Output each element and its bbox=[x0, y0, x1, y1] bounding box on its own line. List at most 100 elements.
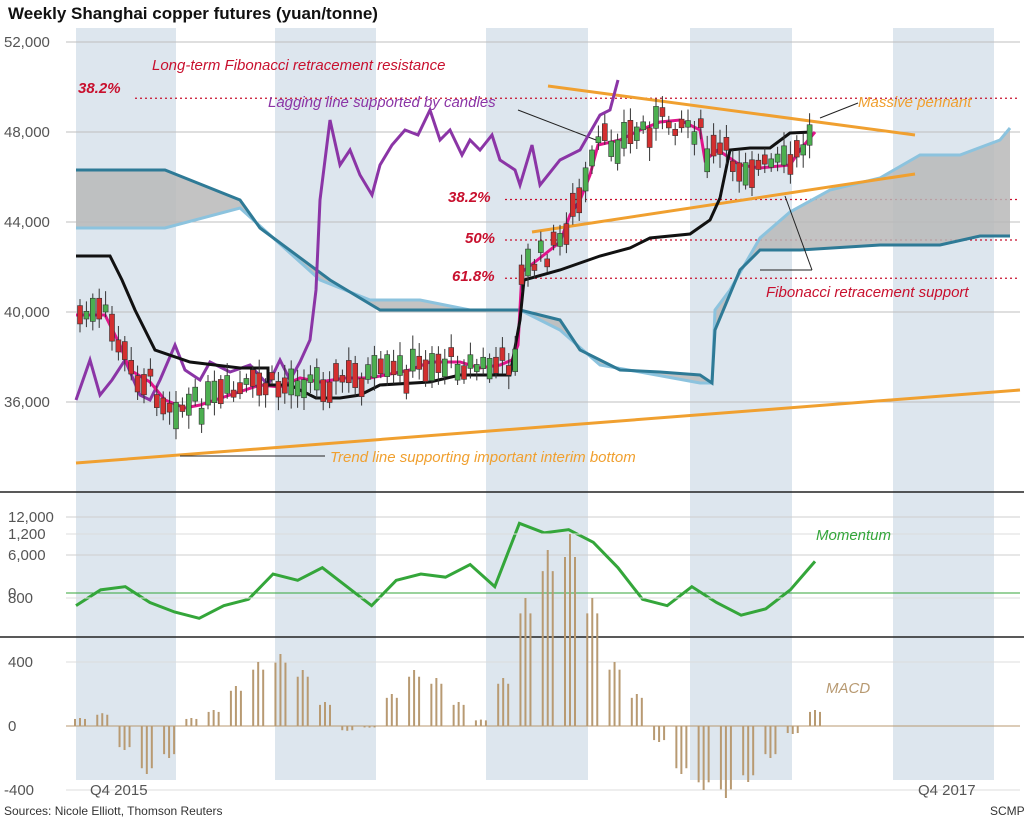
macd-tick-label: 1,200 bbox=[8, 526, 46, 543]
candle-body bbox=[371, 355, 378, 379]
candle-body bbox=[653, 106, 659, 129]
annotation-trend-line: Trend line supporting important interim … bbox=[330, 449, 636, 466]
candle-body bbox=[525, 248, 531, 277]
candle-body bbox=[595, 136, 602, 144]
candle-body bbox=[646, 127, 653, 148]
candle-body bbox=[736, 162, 743, 182]
candle-body bbox=[563, 223, 570, 245]
momentum-tick-label: 6,000 bbox=[8, 547, 46, 564]
candle-body bbox=[179, 404, 186, 412]
candle-body bbox=[250, 369, 256, 387]
candle-body bbox=[589, 149, 595, 167]
candle-body bbox=[569, 192, 576, 217]
candle-body bbox=[441, 358, 448, 377]
candle-body bbox=[275, 381, 282, 398]
x-label-end: Q4 2017 bbox=[918, 782, 976, 799]
candle-body bbox=[339, 375, 346, 383]
candle-body bbox=[793, 140, 800, 158]
candle-body bbox=[749, 159, 755, 188]
candle-body bbox=[186, 393, 192, 416]
chart-title: Weekly Shanghai copper futures (yuan/ton… bbox=[8, 4, 378, 23]
candle-body bbox=[672, 128, 679, 136]
candle-body bbox=[352, 363, 359, 388]
candle-body bbox=[742, 162, 749, 186]
y-tick-label: 44,000 bbox=[4, 214, 50, 231]
candle-body bbox=[633, 126, 640, 141]
candle-body bbox=[147, 368, 154, 377]
candle-body bbox=[160, 397, 166, 415]
candle-body bbox=[294, 380, 301, 397]
candle-body bbox=[326, 381, 333, 403]
fib-support-50: 50% bbox=[465, 230, 495, 247]
lagging-leader bbox=[517, 109, 597, 141]
candle-body bbox=[499, 347, 506, 361]
candle-body bbox=[557, 233, 563, 247]
candle-body bbox=[710, 134, 717, 157]
source-note: Sources: Nicole Elliott, Thomson Reuters bbox=[4, 804, 223, 818]
ichimoku-cloud bbox=[76, 127, 1012, 386]
candle-body bbox=[154, 394, 160, 408]
quarter-band bbox=[690, 28, 792, 780]
candle-body bbox=[77, 305, 83, 325]
candle-body bbox=[313, 367, 320, 391]
candle-body bbox=[90, 297, 96, 322]
momentum-tick-label: 12,000 bbox=[8, 509, 54, 526]
candle-body bbox=[377, 358, 384, 375]
candlesticks bbox=[77, 96, 813, 440]
candle-body bbox=[486, 358, 493, 380]
candle-body bbox=[320, 379, 327, 402]
fib-support-leader bbox=[784, 195, 813, 271]
candle-body bbox=[345, 360, 352, 384]
momentum-line bbox=[75, 521, 817, 620]
candle-body bbox=[582, 167, 589, 192]
candle-body bbox=[96, 297, 102, 320]
candle-body bbox=[281, 377, 288, 394]
candle-body bbox=[211, 380, 218, 403]
candle-body bbox=[237, 382, 243, 395]
candle-body bbox=[691, 131, 698, 145]
fib-support-382: 38.2% bbox=[448, 189, 491, 206]
candle-body bbox=[262, 382, 269, 396]
candle-body bbox=[800, 144, 807, 156]
macd-tick-label: 400 bbox=[8, 654, 33, 671]
candle-body bbox=[409, 348, 416, 372]
fib-support-618: 61.8% bbox=[452, 268, 495, 285]
brand-label: SCMP bbox=[990, 804, 1024, 818]
candle-body bbox=[473, 364, 480, 372]
candle-body bbox=[550, 231, 557, 246]
candle-body bbox=[390, 360, 397, 376]
candle-body bbox=[173, 402, 179, 430]
candle-body bbox=[608, 140, 615, 157]
candle-body bbox=[697, 118, 704, 128]
candle-body bbox=[102, 304, 109, 313]
candle-body bbox=[537, 240, 544, 253]
y-tick-label: 48,000 bbox=[4, 124, 50, 141]
candle-body bbox=[781, 145, 787, 166]
candle-body bbox=[806, 124, 813, 146]
candle-body bbox=[717, 142, 723, 155]
candle-body bbox=[224, 375, 230, 394]
candle-body bbox=[505, 365, 512, 376]
y-tick-label: 36,000 bbox=[4, 394, 50, 411]
candle-body bbox=[512, 348, 519, 372]
pennant-leader bbox=[819, 102, 859, 119]
momentum-tick-label: 0 bbox=[8, 585, 16, 602]
y-tick-label: 40,000 bbox=[4, 304, 50, 321]
candle-body bbox=[435, 353, 442, 373]
candle-body bbox=[761, 154, 768, 165]
candle-body bbox=[640, 121, 647, 131]
candle-body bbox=[461, 365, 467, 380]
candle-body bbox=[704, 148, 711, 173]
candle-body bbox=[448, 347, 455, 357]
candle-body bbox=[768, 158, 775, 168]
annotation-fib-support: Fibonacci retracement support bbox=[766, 284, 969, 301]
candle-body bbox=[531, 263, 538, 271]
annotation-lagging-line: Lagging line supported by candles bbox=[268, 94, 496, 111]
trend-line bbox=[75, 388, 1021, 465]
candle-body bbox=[480, 356, 487, 369]
candle-body bbox=[467, 354, 474, 369]
quarter-band bbox=[893, 28, 994, 780]
candle-body bbox=[614, 139, 621, 164]
candle-body bbox=[218, 379, 224, 405]
candle-body bbox=[83, 310, 90, 320]
